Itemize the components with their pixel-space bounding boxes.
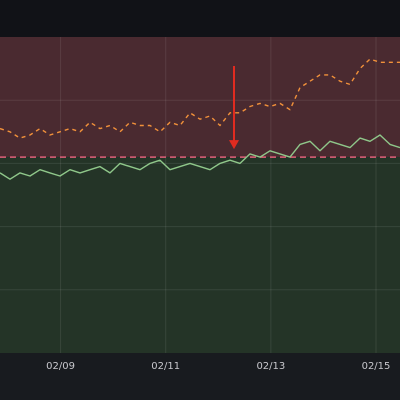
threshold-regions: [0, 37, 400, 353]
x-tick-label-2: 02/13: [256, 361, 285, 372]
region-0: [0, 37, 400, 158]
x-tick-label-3: 02/15: [362, 361, 391, 372]
panel-header: [0, 0, 400, 37]
grid-lines: [0, 37, 400, 353]
annotation-arrow: [229, 66, 239, 150]
series-line-1[interactable]: [0, 134, 400, 180]
annotation-arrowhead: [229, 140, 239, 150]
region-1: [0, 157, 400, 353]
x-tick-label-0: 02/09: [46, 361, 75, 372]
x-tick-label-1: 02/11: [151, 361, 180, 372]
series-group: [0, 58, 400, 180]
series-line-0[interactable]: [0, 58, 400, 139]
x-axis: 02/09 02/11 02/13 02/15: [46, 361, 390, 372]
